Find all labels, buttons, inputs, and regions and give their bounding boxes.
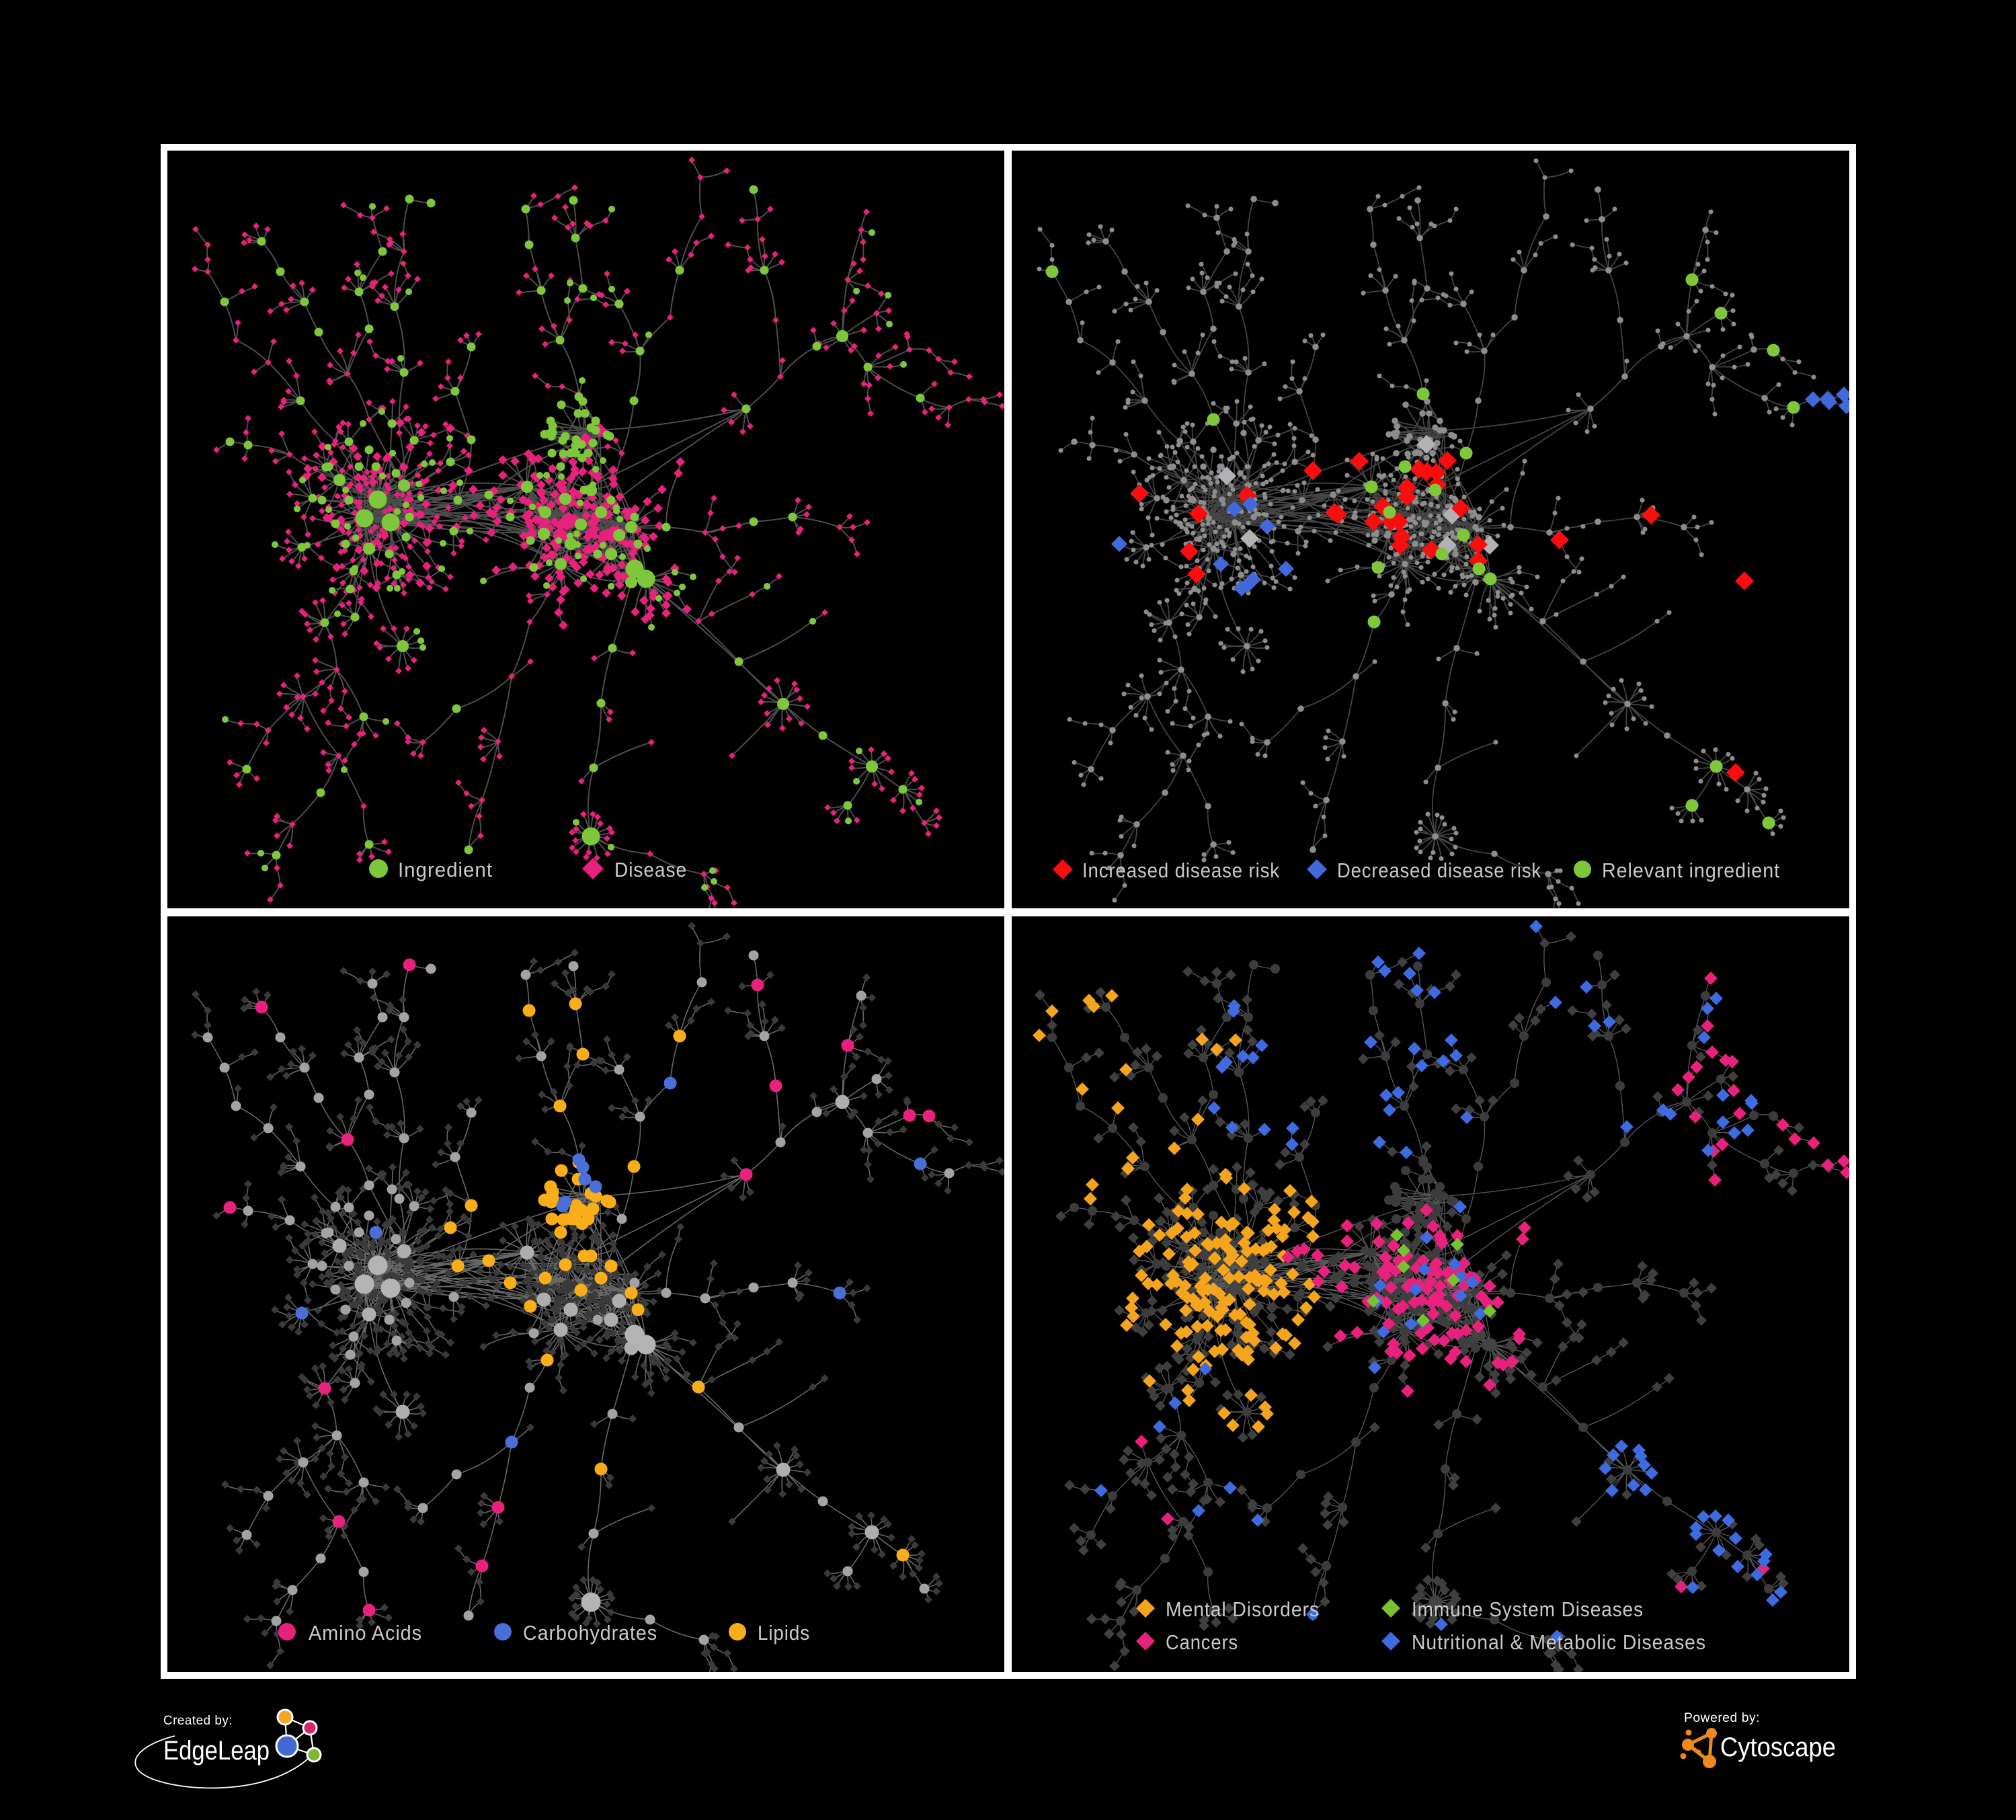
- svg-text:Mental Disorders: Mental Disorders: [1166, 1597, 1320, 1621]
- svg-text:Cytoscape: Cytoscape: [1720, 1733, 1836, 1762]
- svg-text:Relevant ingredient: Relevant ingredient: [1602, 859, 1780, 882]
- svg-text:Nutritional & Metabolic Diseas: Nutritional & Metabolic Diseases: [1412, 1630, 1706, 1654]
- svg-text:Immune System Diseases: Immune System Diseases: [1412, 1597, 1644, 1621]
- svg-text:Decreased disease risk: Decreased disease risk: [1337, 859, 1541, 882]
- svg-text:EdgeLeap: EdgeLeap: [163, 1736, 270, 1766]
- svg-text:Powered by:: Powered by:: [1684, 1711, 1760, 1725]
- svg-text:Cancers: Cancers: [1166, 1630, 1238, 1654]
- svg-text:Disease: Disease: [614, 858, 687, 881]
- svg-text:Carbohydrates: Carbohydrates: [523, 1621, 657, 1645]
- svg-text:Lipids: Lipids: [758, 1621, 810, 1645]
- svg-text:Increased disease risk: Increased disease risk: [1082, 859, 1280, 882]
- svg-text:Amino Acids: Amino Acids: [309, 1621, 422, 1645]
- svg-text:Created by:: Created by:: [163, 1714, 233, 1728]
- svg-text:Ingredient: Ingredient: [398, 858, 493, 881]
